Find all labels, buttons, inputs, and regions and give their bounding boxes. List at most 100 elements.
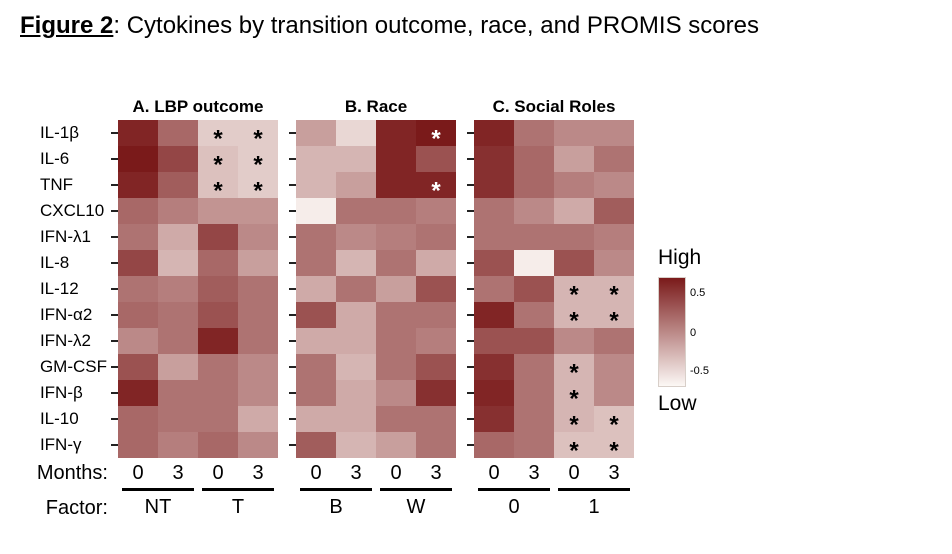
heatmap-cell: *	[238, 146, 278, 177]
axis-ticks	[464, 120, 474, 458]
heatmap-cell	[336, 432, 376, 458]
heatmap-cell	[118, 380, 158, 406]
axis-tick	[111, 314, 118, 316]
axis-tick	[111, 210, 118, 212]
axis-tick-cell	[464, 120, 474, 146]
axis-tick	[289, 340, 296, 342]
heatmap-cell	[118, 250, 158, 276]
axis-tick	[467, 366, 474, 368]
heatmap-cell	[296, 354, 336, 380]
axis-tick-cell	[286, 354, 296, 380]
axis-tick-cell	[108, 172, 118, 198]
axis-tick	[289, 288, 296, 290]
axis-tick	[289, 158, 296, 160]
significance-asterisk: *	[609, 411, 619, 439]
heatmap-cell	[296, 146, 336, 172]
heatmap-cell	[474, 276, 514, 302]
color-legend: High 0.5 0 -0.5 Low	[658, 96, 709, 416]
heatmap-cell	[118, 276, 158, 302]
factor-axis-label: Factor:	[45, 497, 108, 519]
heatmap-cell	[554, 146, 594, 172]
heatmap-cell	[416, 224, 456, 250]
heatmap-cell	[198, 250, 238, 276]
heatmap-cell	[594, 172, 634, 198]
axis-tick	[289, 236, 296, 238]
cytokine-row-label: IL-10	[39, 409, 79, 428]
heatmap-cell	[594, 328, 634, 354]
heatmap-cell	[118, 406, 158, 432]
heatmap-cell	[296, 276, 336, 302]
heatmap-cell	[554, 198, 594, 224]
heatmap-cell	[336, 224, 376, 250]
heatmap-cell	[594, 250, 634, 276]
heatmap-cell	[474, 198, 514, 224]
heatmap-cell	[416, 302, 456, 328]
heatmap-cell	[474, 354, 514, 380]
heatmap-cell	[238, 380, 278, 406]
panels: A. LBP outcome * * * * * * 0 3 0 3 NT T B. Race * * 0 3 0 3…	[108, 96, 642, 521]
axis-tick	[111, 340, 118, 342]
axis-tick	[111, 158, 118, 160]
significance-asterisk: *	[569, 385, 579, 413]
heatmap-cell	[514, 328, 554, 354]
figure-title: Figure 2: Cytokines by transition outcom…	[20, 12, 759, 40]
heatmap-cell	[376, 224, 416, 250]
heatmap-cell: *	[594, 276, 634, 307]
axis-tick	[111, 184, 118, 186]
heatmap-cell	[514, 172, 554, 198]
month-tick-label: 3	[350, 461, 362, 484]
axis-tick-cell	[286, 406, 296, 432]
heatmap-cell	[118, 198, 158, 224]
heatmap-cell	[554, 250, 594, 276]
heatmap-cell	[376, 432, 416, 458]
heatmap-cell	[514, 198, 554, 224]
heatmap-figure: IL-1β IL-6 TNF CXCL10 IFN-λ1 IL-8 IL-12 IFN-α2 I…	[14, 96, 709, 523]
month-tick-label: 0	[132, 461, 144, 484]
axis-tick	[467, 262, 474, 264]
significance-asterisk: *	[253, 177, 263, 205]
axis-tick-cell	[286, 276, 296, 302]
month-tick-label: 3	[172, 461, 184, 484]
heatmap-cell	[474, 380, 514, 406]
row-labels: IL-1β IL-6 TNF CXCL10 IFN-λ1 IL-8 IL-12 IFN-α2 I…	[40, 120, 108, 458]
heatmap-cell	[296, 406, 336, 432]
heatmap-cell	[198, 432, 238, 458]
heatmap-cell	[238, 432, 278, 458]
month-tick-label: 3	[528, 461, 540, 484]
heatmap-cell	[336, 354, 376, 380]
month-tick-label: 0	[310, 461, 322, 484]
heatmap-cell	[238, 276, 278, 302]
significance-asterisk: *	[569, 437, 579, 465]
heatmap-cell	[118, 172, 158, 198]
panel-body-A: * * * * * *	[108, 120, 278, 458]
heatmap-cell	[554, 328, 594, 354]
factor-group-line	[300, 488, 372, 491]
heatmap-cell	[296, 250, 336, 276]
heatmap-cell	[296, 198, 336, 224]
heatmap-cell	[376, 250, 416, 276]
heatmap-cell: *	[554, 432, 594, 463]
heatmap-cell	[158, 328, 198, 354]
heatmap-cell	[336, 302, 376, 328]
heatmap-cell	[554, 120, 594, 146]
heatmap-cell	[474, 120, 514, 146]
heatmap-cell	[158, 276, 198, 302]
axis-tick	[289, 444, 296, 446]
heatmap-cell	[296, 380, 336, 406]
heatmap-cell	[514, 406, 554, 432]
panel-B: B. Race * * 0 3 0 3 B W	[286, 96, 456, 521]
heatmap-cell: *	[198, 172, 238, 203]
heatmap-cell	[514, 276, 554, 302]
cytokine-row-label: GM-CSF	[39, 357, 107, 376]
heatmap-cell	[594, 120, 634, 146]
heatmap-cell	[336, 406, 376, 432]
heatmap-cell: *	[554, 406, 594, 437]
factor-label: 0	[508, 496, 520, 518]
axis-tick-cell	[286, 198, 296, 224]
heatmap-cell	[514, 120, 554, 146]
axis-tick	[289, 184, 296, 186]
axis-tick	[289, 418, 296, 420]
significance-asterisk: *	[569, 307, 579, 335]
heatmap-cell	[416, 198, 456, 224]
